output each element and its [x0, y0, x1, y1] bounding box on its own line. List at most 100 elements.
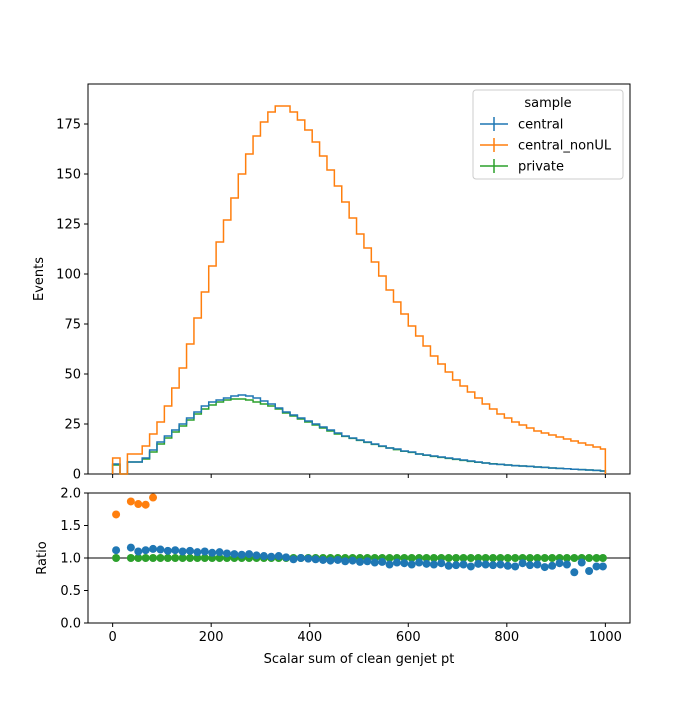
ratio-points-group — [112, 493, 607, 577]
ratio-point-central — [134, 547, 143, 556]
ratio-point-central — [598, 562, 607, 571]
ratio-point-central — [363, 557, 372, 566]
ratio-point-central — [385, 560, 394, 569]
main-plot-panel: 0 25 50 75 100 125 150 175 Events — [32, 83, 631, 483]
ratio-point-central — [540, 563, 549, 572]
ratio-point-private — [126, 554, 135, 562]
ratio-point-private — [163, 554, 172, 562]
ratio-point-central — [444, 561, 453, 570]
ratio-point-central — [525, 561, 534, 570]
ratio-point-private — [444, 554, 453, 562]
ratio-point-central — [304, 554, 313, 563]
ratio-point-central — [459, 560, 468, 569]
ratio-point-central — [415, 558, 424, 567]
main-plot-frame — [87, 83, 631, 475]
ratio-point-central — [289, 555, 298, 564]
ratio-point-central — [245, 550, 254, 559]
ratio-point-central — [400, 559, 409, 568]
ratio-point-central — [577, 558, 586, 567]
ratio-point-central — [282, 553, 291, 562]
ratio-point-central — [592, 562, 601, 571]
ratio-point-central — [466, 562, 475, 571]
ratio-point-private — [511, 554, 520, 562]
ratio-point-central — [185, 546, 194, 555]
ratio-point-central — [370, 558, 379, 567]
legend-entry-central-nonUL: central_nonUL — [480, 138, 612, 154]
ratio-point-central — [548, 561, 557, 570]
ratio-point-central — [422, 559, 431, 568]
ratio-point-central — [215, 548, 224, 557]
ratio-point-private — [548, 554, 557, 562]
ratio-point-central — [518, 559, 527, 568]
ratio-point-central — [555, 559, 564, 568]
ratio-point-central — [326, 556, 335, 565]
ratio-y-ticks: 0.0 0.5 1.0 1.5 2.0 — [60, 487, 88, 632]
ratio-point-central — [585, 567, 594, 575]
series-central-step-line — [111, 394, 607, 475]
ratio-x-tick-label: 0 — [108, 630, 116, 645]
ratio-point-private — [540, 554, 549, 562]
ratio-point-central-nonUL — [134, 500, 143, 509]
legend-box — [472, 89, 624, 180]
ratio-point-private — [156, 554, 165, 562]
ratio-point-central — [296, 554, 305, 562]
ratio-x-tick-label: 800 — [494, 630, 519, 645]
ratio-point-private — [215, 554, 224, 562]
ratio-point-private — [429, 554, 438, 562]
ratio-point-central — [437, 559, 446, 568]
ratio-y-axis-label: Ratio — [35, 541, 50, 574]
ratio-point-private — [503, 554, 512, 562]
ratio-point-central — [511, 562, 520, 571]
main-series-group — [111, 105, 607, 475]
ratio-point-private — [185, 554, 194, 562]
ratio-point-private — [466, 554, 475, 562]
ratio-point-central — [252, 551, 261, 560]
ratio-point-private — [171, 554, 180, 562]
ratio-point-private — [525, 554, 534, 562]
ratio-point-private — [193, 554, 202, 562]
ratio-point-central — [178, 547, 187, 556]
ratio-point-private — [112, 554, 121, 562]
main-x-ticks — [112, 474, 606, 478]
ratio-point-central — [503, 561, 512, 570]
legend-title: sample — [524, 96, 571, 111]
series-central-nonUL-step-line — [111, 105, 607, 475]
legend-label: central_nonUL — [518, 139, 612, 154]
legend-entry-private: private — [480, 159, 564, 175]
ratio-point-central — [112, 546, 121, 555]
ratio-point-central — [392, 558, 401, 567]
ratio-point-central — [496, 560, 505, 569]
main-y-tick-label: 25 — [64, 418, 81, 433]
ratio-point-central — [259, 552, 268, 561]
main-y-tick-label: 150 — [56, 168, 81, 183]
ratio-x-tick-label: 1000 — [589, 630, 622, 645]
ratio-point-central — [341, 557, 350, 566]
ratio-point-central — [171, 546, 180, 555]
ratio-point-central — [156, 545, 165, 554]
main-y-tick-label: 175 — [56, 118, 81, 133]
ratio-point-central — [222, 549, 231, 558]
ratio-y-tick-label: 1.0 — [60, 552, 81, 567]
ratio-point-private — [598, 554, 607, 562]
ratio-y-tick-label: 1.5 — [60, 519, 81, 534]
ratio-x-tick-label: 600 — [396, 630, 421, 645]
ratio-point-central — [193, 548, 202, 557]
ratio-point-central-nonUL — [141, 500, 150, 509]
ratio-point-private — [407, 554, 416, 562]
ratio-point-central — [230, 550, 239, 559]
ratio-point-central — [355, 557, 364, 566]
ratio-point-central-nonUL — [149, 493, 158, 502]
ratio-point-central — [452, 561, 461, 570]
legend-entry-central: central — [480, 117, 563, 133]
ratio-point-private — [474, 554, 483, 562]
ratio-point-central — [562, 560, 571, 569]
ratio-point-central — [407, 560, 416, 569]
ratio-x-tick-label: 400 — [297, 630, 322, 645]
ratio-point-private — [141, 554, 150, 562]
ratio-point-central — [319, 555, 328, 564]
ratio-point-private — [178, 554, 187, 562]
